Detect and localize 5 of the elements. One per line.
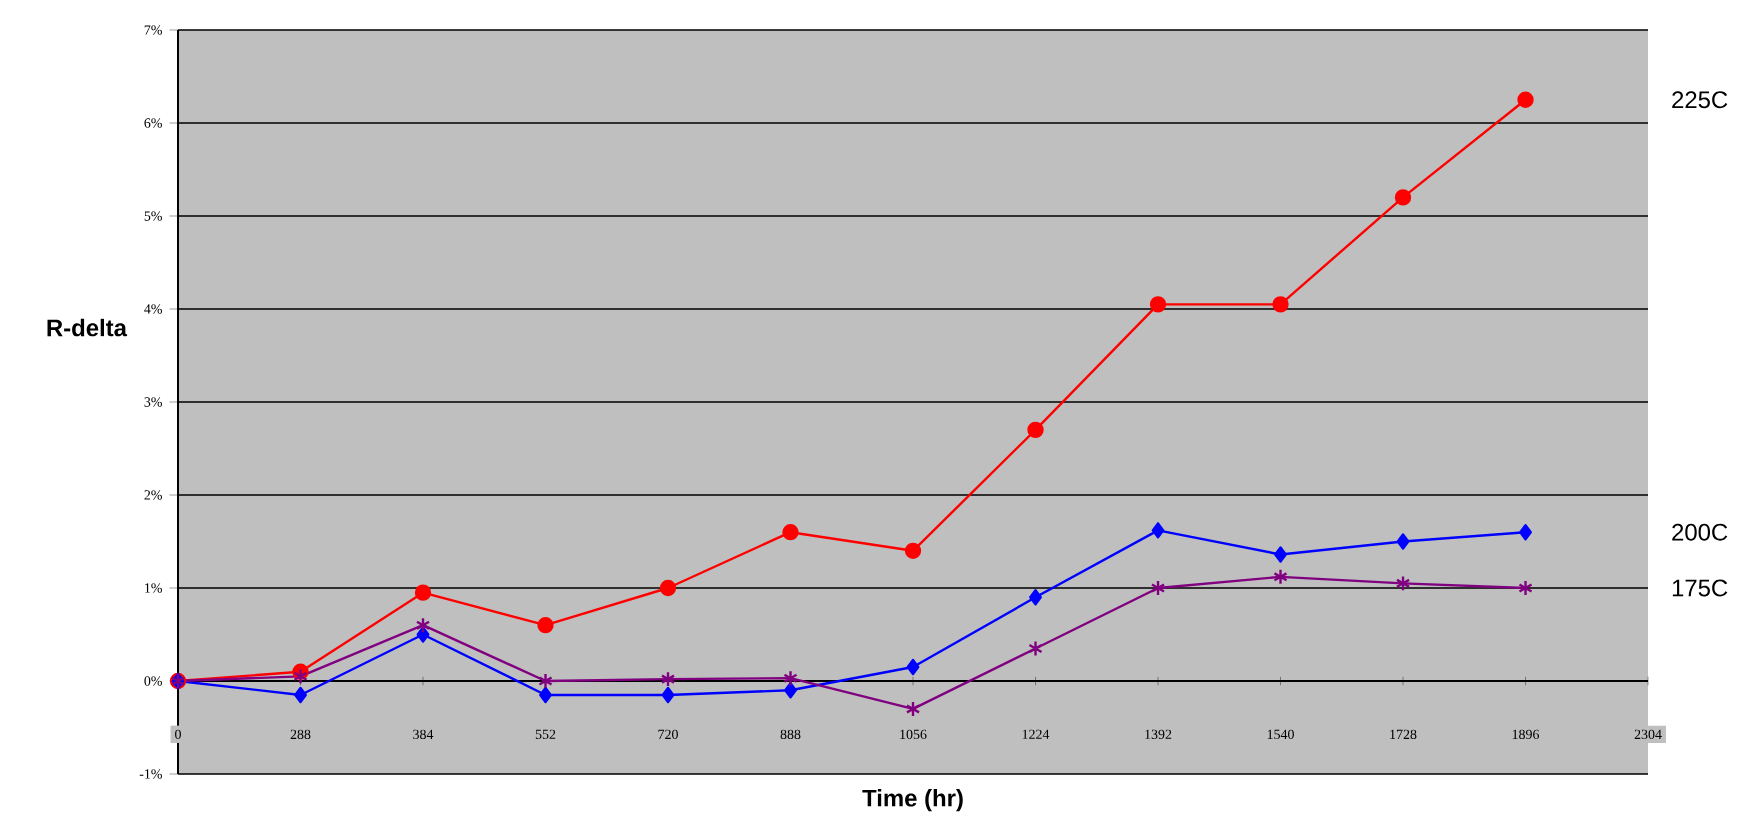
text: 225C [1672,91,1728,109]
y-axis-title: R-delta [47,318,128,337]
x-axis-title: Time (hr) [862,789,963,812]
text: 175C [1672,579,1728,597]
text: 200C [1672,523,1728,541]
